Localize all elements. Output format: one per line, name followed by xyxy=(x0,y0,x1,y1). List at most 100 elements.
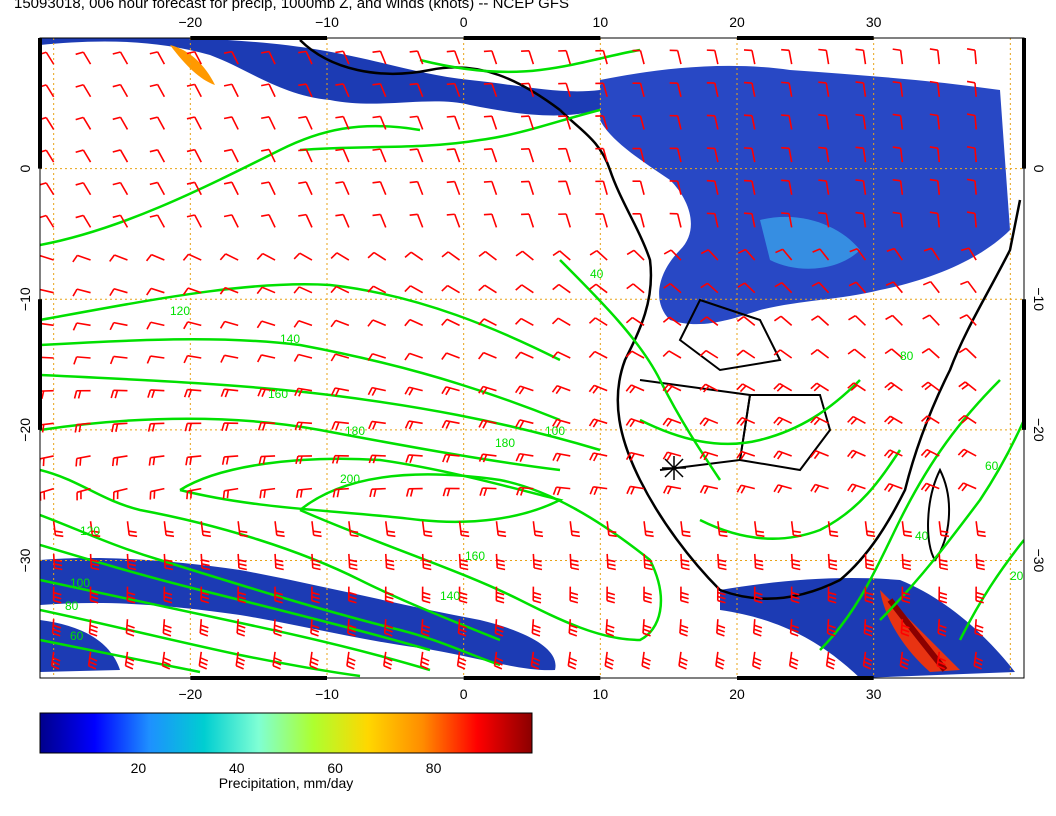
wind-barb xyxy=(404,285,424,294)
wind-barb xyxy=(862,651,873,670)
wind-barb xyxy=(409,180,424,196)
height-contour xyxy=(40,337,561,422)
wind-barb xyxy=(219,320,239,329)
lat-tick-label-left: −20 xyxy=(17,418,33,442)
wind-barb xyxy=(478,453,497,463)
wind-barb xyxy=(569,586,579,604)
wind-barb xyxy=(52,553,63,571)
wind-barb xyxy=(293,353,313,362)
wind-barb xyxy=(552,418,571,428)
wind-barb xyxy=(109,254,128,262)
wind-barb xyxy=(146,355,165,364)
wind-barb xyxy=(494,619,504,637)
wind-barb xyxy=(220,388,239,398)
wind-barb xyxy=(112,51,129,65)
wind-barb xyxy=(641,651,651,670)
wind-barb xyxy=(975,586,985,604)
wind-barb xyxy=(112,181,129,196)
wind-barb xyxy=(514,317,534,327)
wind-barb xyxy=(937,619,947,637)
wind-barb xyxy=(825,651,836,670)
wind-barb xyxy=(330,353,350,362)
wind-barb xyxy=(163,586,173,604)
wind-barb xyxy=(149,149,166,163)
wind-barb xyxy=(183,321,202,330)
wind-barb xyxy=(75,116,92,130)
wind-barb xyxy=(483,148,498,163)
height-contour xyxy=(40,417,561,472)
wind-barb xyxy=(109,355,128,365)
wind-barb xyxy=(929,146,941,163)
wind-barb xyxy=(182,253,202,261)
wind-barb xyxy=(335,83,350,98)
wind-barb xyxy=(186,214,202,228)
wind-barb xyxy=(478,284,497,294)
wind-barb xyxy=(298,50,313,65)
wind-barb xyxy=(112,149,129,163)
wind-barb xyxy=(446,82,461,98)
wind-barb xyxy=(773,416,793,426)
wind-barb xyxy=(643,521,654,538)
contour-label: 60 xyxy=(70,629,84,643)
wind-barb xyxy=(495,586,505,604)
contour-label: 160 xyxy=(268,387,288,401)
wind-barb xyxy=(446,213,461,228)
lon-tick-label-bottom: 20 xyxy=(729,686,745,702)
wind-barb xyxy=(186,83,202,98)
wind-barb xyxy=(864,521,876,538)
wind-barb xyxy=(409,50,424,65)
wind-barb xyxy=(669,180,682,195)
wind-barb xyxy=(368,420,386,430)
lat-tick-label-left: −10 xyxy=(17,287,33,311)
wind-barb xyxy=(146,287,165,296)
wind-barb xyxy=(330,285,350,294)
contour-label: 160 xyxy=(465,549,485,563)
lat-tick-label-left: 0 xyxy=(17,165,33,173)
wind-barb xyxy=(900,619,910,637)
wind-barb xyxy=(753,521,765,538)
wind-barb xyxy=(938,553,949,571)
wind-barb xyxy=(811,315,830,326)
colorbar-tick-label: 40 xyxy=(229,760,245,776)
wind-barb xyxy=(567,651,578,670)
wind-barb xyxy=(699,484,719,494)
wind-barb xyxy=(331,454,349,464)
wind-barb xyxy=(530,651,541,670)
wind-barb xyxy=(743,179,756,195)
wind-barb xyxy=(886,247,904,261)
wind-barb xyxy=(810,348,830,359)
wind-barb xyxy=(662,417,682,427)
wind-barb xyxy=(372,50,387,65)
wind-barb xyxy=(256,252,276,261)
wind-barb xyxy=(966,211,977,228)
wind-barb xyxy=(700,282,719,294)
wind-barb xyxy=(605,619,615,637)
height-contour xyxy=(958,539,1024,641)
wind-barb xyxy=(552,486,571,496)
wind-barb xyxy=(532,586,542,604)
wind-barb xyxy=(810,382,829,392)
wind-barb xyxy=(883,483,903,493)
wind-barb xyxy=(186,50,202,65)
wind-barb xyxy=(458,586,468,604)
wind-barb xyxy=(929,48,941,65)
wind-barb xyxy=(222,487,239,499)
wind-barb xyxy=(149,181,166,196)
wind-barb xyxy=(87,651,98,670)
wind-barb xyxy=(298,213,313,228)
wind-barb xyxy=(261,181,276,196)
contour-label: 180 xyxy=(345,424,365,438)
wind-barb xyxy=(257,387,276,397)
wind-barb xyxy=(632,180,645,195)
wind-barb xyxy=(588,317,608,327)
wind-barb xyxy=(606,553,616,571)
wind-barb xyxy=(409,82,424,98)
wind-barb xyxy=(347,619,357,637)
wind-barb xyxy=(372,180,387,196)
wind-barb xyxy=(404,251,424,261)
height-contour xyxy=(40,468,501,642)
wind-barb xyxy=(441,352,460,360)
wind-barb xyxy=(335,213,350,228)
wind-barb xyxy=(409,115,424,130)
